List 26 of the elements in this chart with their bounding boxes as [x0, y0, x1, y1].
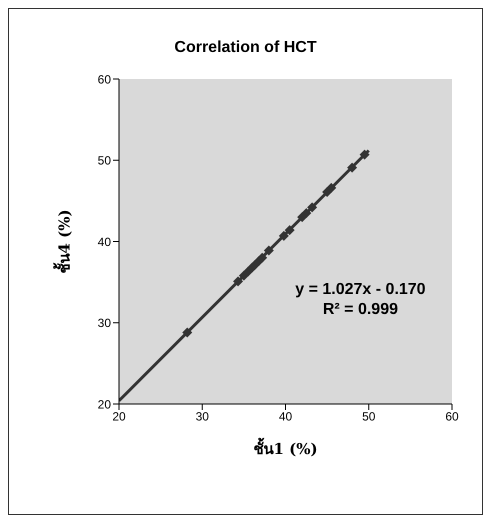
x-tick-label: 30 — [196, 410, 210, 424]
point — [278, 230, 289, 241]
point — [257, 252, 268, 263]
y-tick-label: 20 — [98, 397, 112, 412]
point — [347, 162, 358, 173]
x-tick-label: 50 — [362, 410, 376, 424]
point — [264, 245, 274, 256]
x-axis-title: ชั้น1 (%) — [253, 437, 318, 458]
y-tick-label: 40 — [98, 234, 112, 249]
y-axis-title: ชั้น4 (%) — [52, 209, 74, 274]
y-tick-label: 30 — [98, 316, 112, 330]
point — [301, 208, 312, 218]
x-tick-label: 20 — [112, 410, 126, 424]
annotation: y = 1.027x - 0.170 — [294, 280, 427, 298]
point — [284, 225, 295, 236]
y-tick-label: 60 — [98, 72, 112, 86]
chart-title: Correlation of HCT — [173, 39, 318, 57]
point — [326, 182, 336, 193]
y-tick-label: 50 — [98, 154, 112, 168]
point — [182, 328, 192, 338]
x-tick-label: 60 — [445, 410, 459, 424]
x-tick-label: 40 — [278, 410, 292, 424]
annotation: R² = 0.999 — [322, 300, 399, 318]
point — [307, 202, 318, 212]
point — [360, 150, 370, 160]
point — [233, 276, 244, 286]
